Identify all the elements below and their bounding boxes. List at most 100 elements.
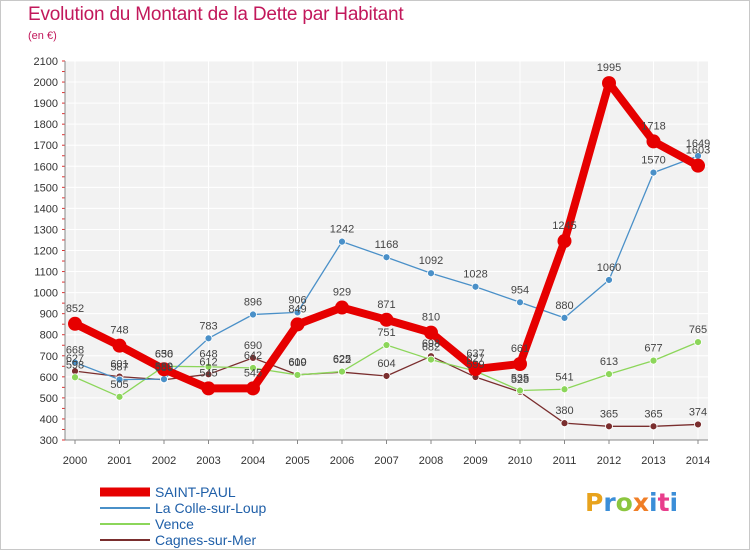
data-point: [427, 355, 435, 364]
data-label: 783: [199, 320, 217, 332]
data-point: [115, 392, 124, 401]
data-point: [694, 338, 702, 346]
x-tick-label: 2010: [508, 455, 532, 467]
data-point: [560, 313, 569, 322]
data-label: 601: [110, 359, 128, 371]
data-label: 505: [110, 379, 128, 391]
data-label: 1092: [419, 255, 443, 267]
data-point: [382, 341, 391, 349]
data-label: 748: [110, 325, 128, 337]
data-label: 609: [288, 357, 306, 369]
data-label: 610: [288, 357, 306, 369]
logo-letter: o: [615, 488, 633, 517]
chart-unit: (en €): [28, 30, 57, 42]
logo-letter: i: [649, 488, 658, 517]
data-point: [338, 367, 346, 376]
data-point: [249, 353, 257, 362]
y-tick-label: 500: [40, 393, 58, 405]
y-tick-label: 800: [40, 330, 58, 342]
data-point: [471, 282, 480, 291]
data-label: 751: [377, 327, 395, 339]
data-point: [649, 422, 658, 431]
x-tick-label: 2004: [241, 455, 265, 467]
data-label: 599: [466, 359, 484, 371]
data-point: [290, 317, 305, 332]
data-label: 906: [288, 294, 306, 306]
data-label: 1060: [597, 262, 621, 274]
data-label: 545: [199, 367, 217, 379]
data-label: 374: [689, 406, 707, 418]
data-label: 535: [511, 373, 529, 385]
data-label: 636: [155, 348, 173, 360]
data-label: 682: [422, 342, 440, 354]
data-point: [338, 237, 346, 246]
data-label: 589: [155, 361, 173, 373]
data-point: [560, 419, 569, 428]
y-tick-label: 1800: [34, 119, 58, 131]
x-tick-label: 2008: [419, 455, 443, 467]
legend-label: SAINT-PAUL: [155, 484, 236, 500]
data-label: 852: [66, 303, 84, 315]
logo-letter: P: [585, 488, 604, 517]
data-label: 871: [377, 299, 395, 311]
data-label: 625: [333, 354, 351, 366]
data-label: 622: [333, 354, 351, 366]
data-label: 1570: [641, 155, 665, 167]
y-tick-label: 1000: [34, 288, 58, 300]
data-point: [249, 310, 257, 319]
data-label: 1242: [330, 224, 354, 236]
data-label: 637: [466, 348, 484, 360]
legend-label: Vence: [155, 516, 194, 532]
x-tick-label: 2013: [641, 455, 665, 467]
data-point: [71, 358, 79, 367]
data-point: [293, 371, 302, 379]
data-point: [691, 158, 705, 173]
data-label: 598: [66, 359, 84, 371]
logo-letter: t: [657, 488, 670, 517]
data-point: [602, 76, 616, 91]
y-tick-label: 600: [40, 372, 58, 384]
logo-letter: x: [632, 488, 649, 517]
chart-title: Evolution du Montant de la Dette par Hab…: [28, 4, 404, 25]
y-tick-label: 1600: [34, 161, 58, 173]
data-point: [112, 338, 127, 353]
data-label: 650: [155, 348, 173, 360]
data-label: 545: [244, 367, 262, 379]
data-label: 1028: [463, 269, 487, 281]
data-label: 1603: [686, 145, 710, 157]
x-tick-label: 2006: [330, 455, 354, 467]
data-label: 586: [155, 362, 173, 374]
data-point: [694, 420, 702, 429]
data-point: [204, 362, 213, 371]
legend-label: La Colle-sur-Loup: [155, 500, 266, 516]
y-tick-label: 2000: [34, 77, 58, 89]
data-point: [516, 298, 524, 307]
data-point: [424, 325, 438, 340]
data-label: 604: [377, 358, 395, 370]
data-point: [649, 356, 658, 365]
data-point: [468, 362, 483, 377]
data-point: [249, 364, 257, 372]
data-point: [649, 168, 658, 177]
x-tick-label: 2001: [107, 455, 131, 467]
y-tick-label: 900: [40, 309, 58, 321]
data-label: 528: [511, 374, 529, 386]
data-point: [382, 253, 391, 262]
legend-label: Cagnes-sur-Mer: [155, 532, 256, 548]
data-point: [68, 316, 82, 331]
data-label: 627: [466, 353, 484, 365]
data-point: [557, 234, 572, 249]
data-point: [160, 375, 168, 384]
x-tick-label: 2003: [196, 455, 220, 467]
data-label: 1718: [641, 120, 665, 132]
data-point: [335, 300, 349, 315]
data-label: 1168: [375, 239, 399, 251]
data-label: 612: [199, 356, 217, 368]
data-point: [71, 373, 79, 382]
y-tick-label: 1100: [34, 267, 58, 279]
data-point: [379, 312, 394, 327]
x-tick-label: 2011: [553, 455, 577, 467]
x-tick-label: 2005: [285, 455, 309, 467]
data-label: 896: [244, 297, 262, 309]
